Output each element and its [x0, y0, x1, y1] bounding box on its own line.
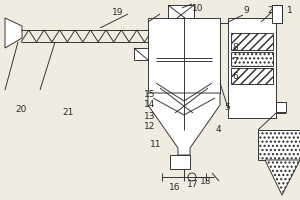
Text: 10: 10 — [192, 4, 203, 13]
Bar — [231, 33, 273, 50]
Bar — [170, 155, 190, 169]
Bar — [228, 18, 276, 118]
Text: 15: 15 — [144, 90, 155, 99]
Polygon shape — [5, 18, 22, 48]
Bar — [276, 102, 286, 112]
Bar — [168, 5, 194, 25]
Text: 9: 9 — [243, 6, 249, 15]
Text: 16: 16 — [169, 183, 181, 192]
Text: 19: 19 — [112, 8, 124, 17]
Text: 5: 5 — [224, 103, 230, 112]
Bar — [272, 5, 282, 23]
Text: 8: 8 — [232, 43, 238, 52]
Text: 7: 7 — [232, 57, 238, 66]
Text: 13: 13 — [144, 112, 155, 121]
Bar — [148, 18, 220, 93]
Polygon shape — [265, 160, 300, 195]
Bar — [231, 68, 273, 84]
Text: 14: 14 — [144, 100, 155, 109]
Bar — [231, 52, 273, 66]
Text: 6: 6 — [232, 72, 238, 81]
Text: 18: 18 — [200, 177, 212, 186]
Text: 1: 1 — [287, 6, 293, 15]
Text: 11: 11 — [150, 140, 161, 149]
Text: 3: 3 — [298, 128, 300, 137]
Text: 12: 12 — [144, 122, 155, 131]
Text: 2: 2 — [267, 6, 273, 15]
Polygon shape — [148, 93, 220, 155]
Text: 17: 17 — [187, 180, 199, 189]
Text: 4: 4 — [216, 125, 222, 134]
Polygon shape — [258, 130, 300, 160]
Bar — [134, 48, 148, 60]
Text: 20: 20 — [15, 105, 26, 114]
Text: 21: 21 — [62, 108, 74, 117]
